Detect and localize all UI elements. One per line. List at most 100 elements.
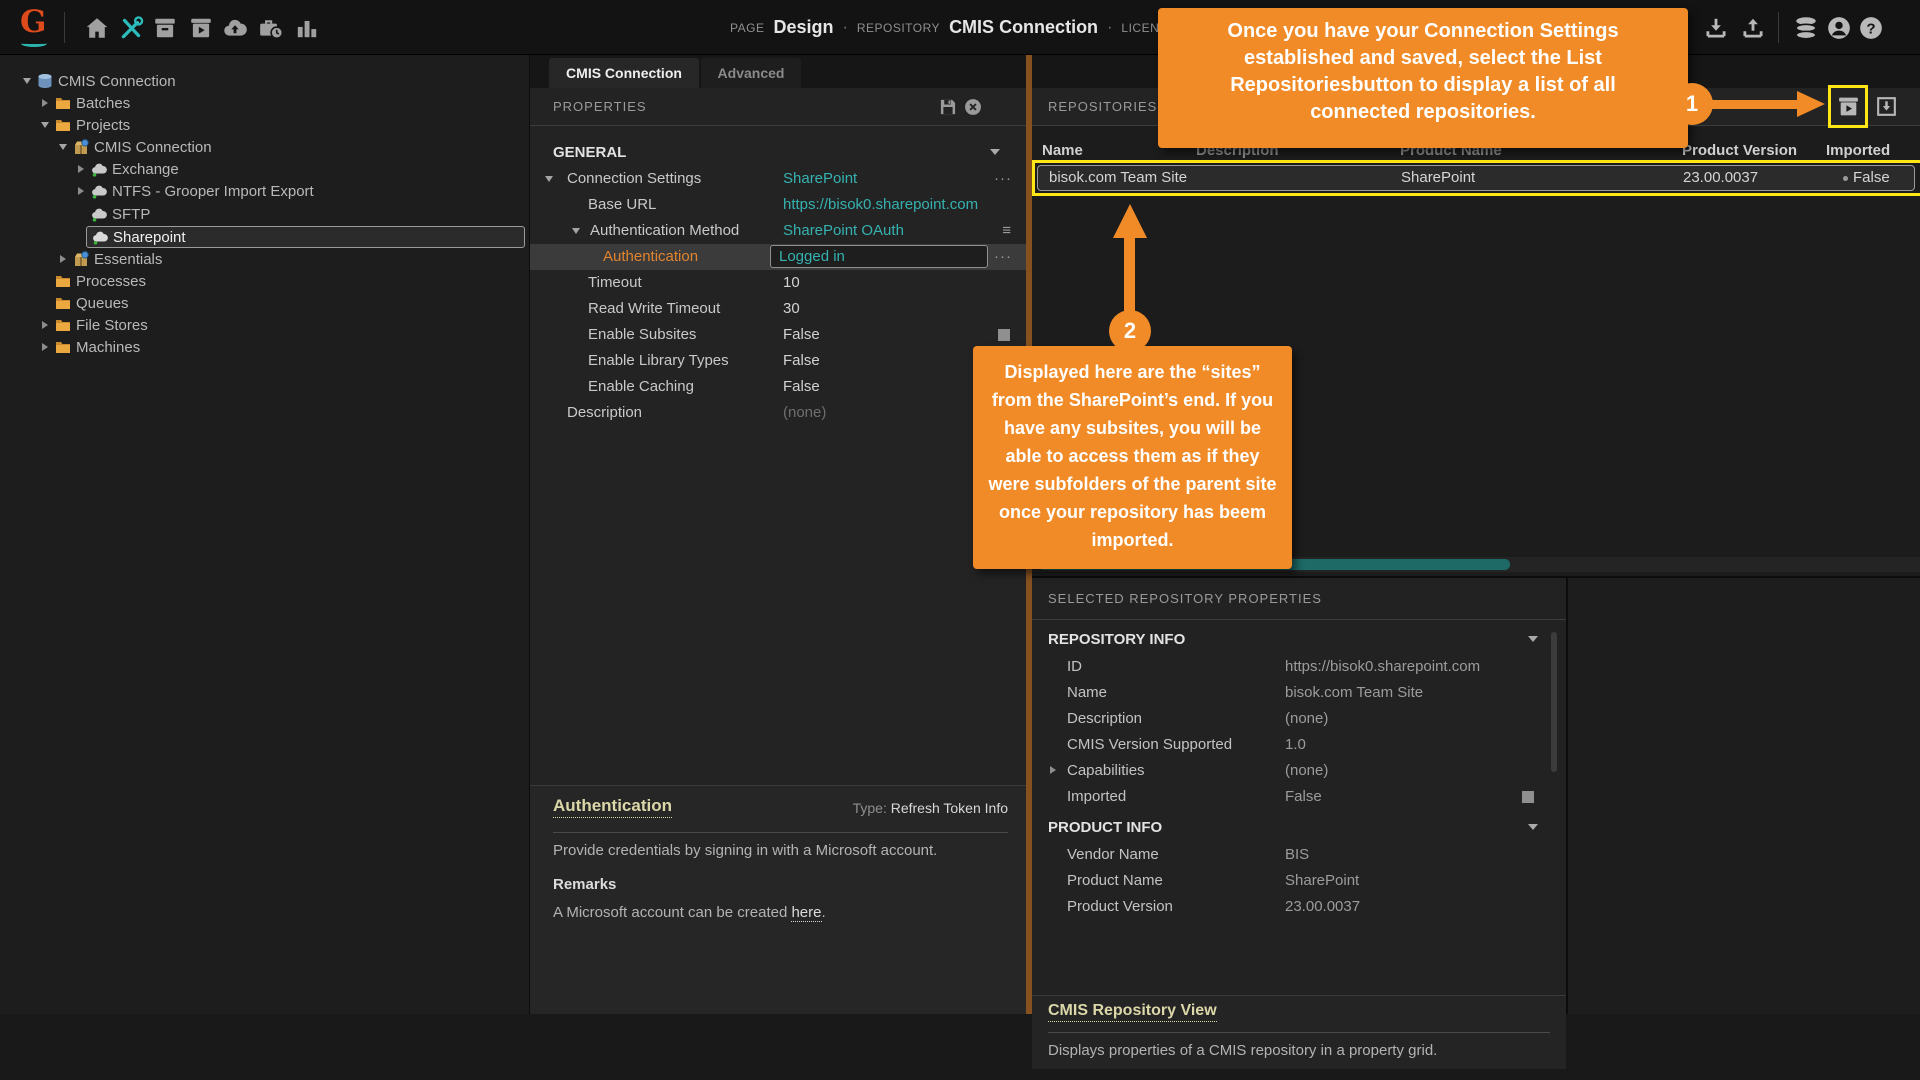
tree-item-batches[interactable]: Batches <box>38 92 130 114</box>
repository-row[interactable]: bisok.com Team Site SharePoint 23.00.003… <box>1037 165 1915 191</box>
close-icon[interactable] <box>963 97 983 117</box>
here-link[interactable]: here <box>791 904 822 922</box>
chevron-down-icon[interactable] <box>545 176 553 182</box>
property-row-description[interactable]: Description (none) ··· <box>530 400 1026 426</box>
box-play-icon[interactable] <box>188 15 214 41</box>
row-description[interactable]: Description (none) <box>1032 706 1566 732</box>
property-value[interactable]: 30 <box>783 300 800 317</box>
row-id[interactable]: ID https://bisok0.sharepoint.com <box>1032 654 1566 680</box>
cloud-connection-icon <box>93 231 108 245</box>
cloud-upload-icon[interactable] <box>222 15 248 41</box>
chevron-right-icon[interactable] <box>1050 766 1056 774</box>
cloud-connection-icon <box>92 208 107 222</box>
properties-panel: CMIS Connection Advanced PROPERTIES GENE… <box>530 55 1026 1014</box>
bar-chart-icon[interactable] <box>294 15 320 41</box>
property-label: Authentication <box>603 248 699 265</box>
help-icon[interactable]: ? <box>1858 15 1884 41</box>
tab-advanced[interactable]: Advanced <box>701 58 801 88</box>
tree-item-exchange[interactable]: Exchange <box>74 158 179 180</box>
chevron-down-icon[interactable] <box>572 228 580 234</box>
repository-value[interactable]: CMIS Connection <box>949 17 1099 37</box>
column-header-name[interactable]: Name <box>1042 142 1083 159</box>
authentication-value-input[interactable]: Logged in <box>770 245 988 268</box>
tab-cmis-connection[interactable]: CMIS Connection <box>549 58 699 88</box>
property-row-read-write-timeout[interactable]: Read Write Timeout 30 <box>530 296 1026 322</box>
property-value[interactable]: False <box>783 378 820 395</box>
property-label: Timeout <box>588 274 642 291</box>
property-row-enable-caching[interactable]: Enable Caching False <box>530 374 1026 400</box>
row-imported[interactable]: Imported False <box>1032 784 1566 810</box>
column-header-imported[interactable]: Imported <box>1826 142 1891 159</box>
cloud-connection-icon <box>92 163 107 177</box>
property-row-timeout[interactable]: Timeout 10 <box>530 270 1026 296</box>
property-value[interactable]: https://bisok0.sharepoint.com <box>783 196 979 213</box>
user-icon[interactable] <box>1826 15 1852 41</box>
property-row-authentication-method[interactable]: Authentication Method SharePoint OAuth ≡ <box>530 218 1026 244</box>
row-vendor-name[interactable]: Vendor Name BIS <box>1032 842 1566 868</box>
property-value[interactable]: 10 <box>783 274 800 291</box>
property-row-authentication[interactable]: Authentication Logged in ··· <box>530 244 1026 270</box>
tree-item-processes[interactable]: Processes <box>38 270 146 292</box>
chevron-down-icon[interactable] <box>1528 824 1538 830</box>
property-row-enable-subsites[interactable]: Enable Subsites False <box>530 322 1026 348</box>
list-repositories-button[interactable] <box>1836 94 1861 119</box>
column-header-product-version[interactable]: Product Version <box>1682 142 1798 159</box>
tree-item-sharepoint-selected[interactable]: Sharepoint <box>86 226 525 248</box>
chevron-down-icon[interactable] <box>56 144 70 150</box>
tree-item-sftp[interactable]: SFTP <box>74 203 150 225</box>
help-body: Provide credentials by signing in with a… <box>553 842 938 859</box>
chevron-right-icon[interactable] <box>38 321 52 329</box>
tree-item-cmis-connection-project[interactable]: CMIS Connection <box>56 136 212 158</box>
row-capabilities[interactable]: Capabilities (none) <box>1032 758 1566 784</box>
cell-imported: False <box>1853 169 1890 186</box>
vertical-scrollbar-thumb[interactable] <box>1551 632 1557 772</box>
page-value[interactable]: Design <box>773 17 834 37</box>
property-label: Enable Library Types <box>588 352 729 369</box>
tree-item-machines[interactable]: Machines <box>38 336 140 358</box>
tree-item-ntfs[interactable]: NTFS - Grooper Import Export <box>74 180 314 202</box>
row-name[interactable]: Name bisok.com Team Site <box>1032 680 1566 706</box>
chevron-right-icon[interactable] <box>74 187 88 195</box>
tree-item-cmis-connection-root[interactable]: CMIS Connection <box>20 70 176 92</box>
cell-product-name: SharePoint <box>1401 169 1476 186</box>
ellipsis-button[interactable]: ··· <box>994 248 1012 265</box>
chevron-down-icon[interactable] <box>38 122 52 128</box>
property-row-base-url[interactable]: Base URL https://bisok0.sharepoint.com <box>530 192 1026 218</box>
property-value[interactable]: SharePoint OAuth <box>783 222 904 239</box>
property-value[interactable]: False <box>783 326 820 343</box>
property-value[interactable]: (none) <box>783 404 827 421</box>
download-icon[interactable] <box>1703 15 1729 41</box>
chevron-right-icon[interactable] <box>38 343 52 351</box>
property-row-enable-library-types[interactable]: Enable Library Types False <box>530 348 1026 374</box>
chevron-right-icon[interactable] <box>74 165 88 173</box>
database-stack-icon[interactable] <box>1793 15 1819 41</box>
briefcase-clock-icon[interactable] <box>258 15 284 41</box>
checkbox[interactable] <box>998 329 1010 341</box>
ellipsis-button[interactable]: ··· <box>994 170 1012 187</box>
archive-box-icon[interactable] <box>152 15 178 41</box>
breadcrumb-dot: · <box>1107 18 1113 36</box>
property-value[interactable]: SharePoint <box>783 170 858 187</box>
row-cmis-version[interactable]: CMIS Version Supported 1.0 <box>1032 732 1566 758</box>
menu-icon[interactable]: ≡ <box>1002 222 1012 239</box>
save-icon[interactable] <box>938 97 958 117</box>
chevron-down-icon[interactable] <box>1528 636 1538 642</box>
tree-item-queues[interactable]: Queues <box>38 292 129 314</box>
upload-icon[interactable] <box>1740 15 1766 41</box>
import-repository-button[interactable] <box>1874 94 1899 119</box>
row-product-version[interactable]: Product Version 23.00.0037 <box>1032 894 1566 920</box>
property-row-connection-settings[interactable]: Connection Settings SharePoint ··· <box>530 166 1026 192</box>
chevron-right-icon[interactable] <box>56 255 70 263</box>
tree-item-file-stores[interactable]: File Stores <box>38 314 148 336</box>
row-product-name[interactable]: Product Name SharePoint <box>1032 868 1566 894</box>
property-label: Description <box>567 404 643 421</box>
property-value[interactable]: False <box>783 352 820 369</box>
chevron-right-icon[interactable] <box>38 99 52 107</box>
tree-item-projects[interactable]: Projects <box>38 114 130 136</box>
chevron-down-icon[interactable] <box>990 149 1000 155</box>
home-icon[interactable] <box>84 15 110 41</box>
tools-icon[interactable] <box>118 15 144 41</box>
tree-item-essentials[interactable]: Essentials <box>56 248 162 270</box>
chevron-down-icon[interactable] <box>20 78 34 84</box>
checkbox[interactable] <box>1522 791 1534 803</box>
